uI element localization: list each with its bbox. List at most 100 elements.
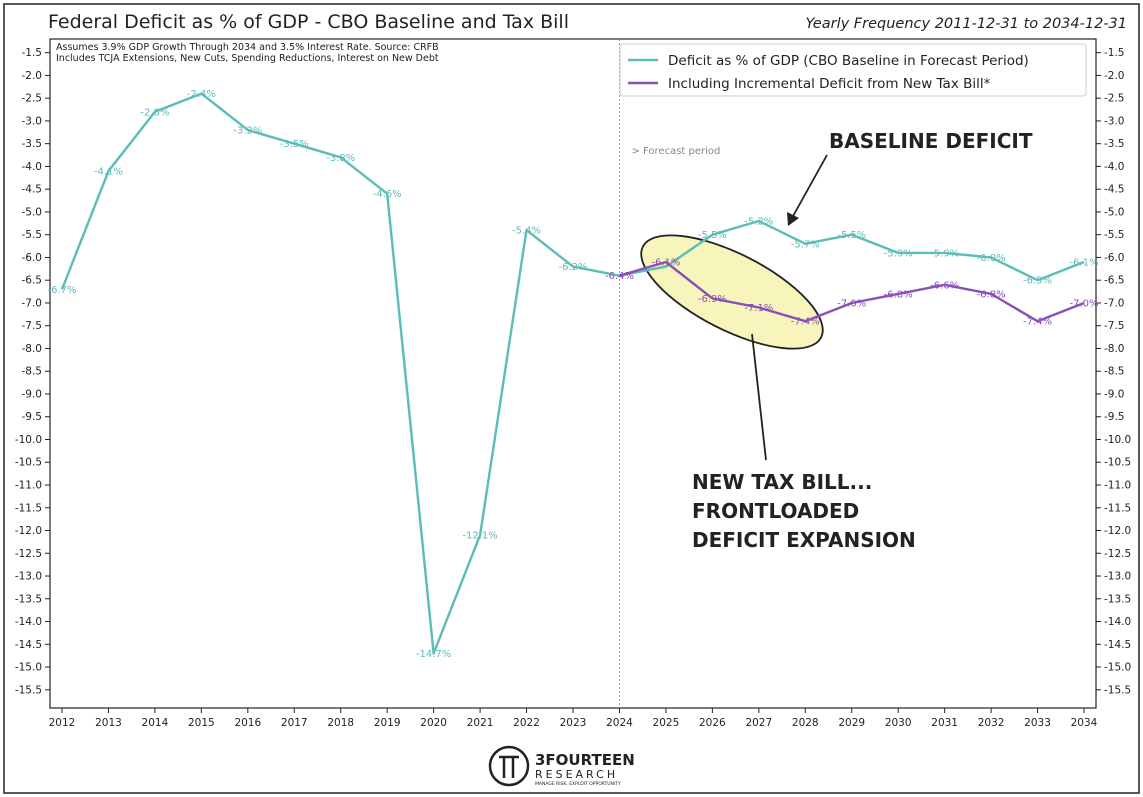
y-tick-label-right: -12.5: [1104, 548, 1131, 560]
x-tick-label: 2030: [885, 717, 912, 729]
series-line: [619, 260, 1085, 323]
x-tick-label: 2024: [606, 717, 633, 729]
y-tick-label-left: -11.5: [15, 502, 42, 514]
data-label: -5.9%: [930, 248, 959, 259]
data-label: -12.1%: [462, 531, 497, 542]
y-tick-label-left: -10.5: [15, 457, 42, 469]
y-tick-label-right: -11.0: [1104, 480, 1131, 492]
forecast-label: > Forecast period: [631, 146, 720, 157]
y-tick-label-left: -7.0: [22, 297, 43, 309]
y-tick-label-right: -13.0: [1104, 571, 1131, 583]
y-tick-label-right: -10.0: [1104, 434, 1131, 446]
y-tick-label-left: -5.0: [22, 206, 43, 218]
x-tick-label: 2026: [699, 717, 726, 729]
legend-label-tax-bill: Including Incremental Deficit from New T…: [668, 76, 991, 92]
y-tick-label-right: -14.5: [1104, 639, 1131, 651]
y-tick-label-right: -13.5: [1104, 593, 1131, 605]
data-label: -6.5%: [1023, 276, 1052, 287]
data-label: -3.5%: [280, 139, 309, 150]
data-label: -6.4%: [605, 271, 634, 282]
y-tick-label-right: -3.0: [1104, 115, 1125, 127]
y-tick-label-right: -6.5: [1104, 275, 1125, 287]
highlight-ellipse: [640, 234, 824, 350]
x-tick-label: 2018: [327, 717, 354, 729]
y-tick-label-left: -15.5: [15, 684, 42, 696]
annotation-connector-tax-bill: [751, 333, 767, 461]
y-tick-label-left: -13.5: [15, 593, 42, 605]
data-label: -6.1%: [1069, 258, 1098, 269]
annotation-tax-bill-line-2: FRONTLOADED: [692, 499, 859, 523]
data-labels-tax-bill: -6.4% -6.1% -6.9% -7.1% -7.4% -7.0% -6.8% -6.6%…: [605, 258, 1099, 328]
y-tick-label-left: -4.0: [22, 161, 43, 173]
x-tick-label: 2027: [745, 717, 772, 729]
data-label: -5.4%: [512, 226, 541, 237]
data-label: -7.4%: [791, 317, 820, 328]
data-label: -2.8%: [140, 107, 169, 118]
data-label: -6.2%: [558, 262, 587, 273]
y-tick-label-left: -5.5: [22, 229, 43, 241]
y-tick-label-left: -13.0: [15, 571, 42, 583]
x-tick-label: 2022: [513, 717, 540, 729]
y-tick-label-left: -6.0: [22, 252, 43, 264]
y-tick-label-left: -2.5: [22, 93, 43, 105]
y-tick-label-left: -14.0: [15, 616, 42, 628]
y-tick-label-left: -12.0: [15, 525, 42, 537]
y-tick-label-left: -15.0: [15, 662, 42, 674]
y-tick-label-left: -11.0: [15, 480, 42, 492]
y-tick-label-right: -15.5: [1104, 684, 1131, 696]
annotation-arrow-baseline: [791, 154, 828, 219]
data-label: -3.8%: [326, 153, 355, 164]
data-label: -4.1%: [94, 166, 123, 177]
y-tick-label-right: -12.0: [1104, 525, 1131, 537]
series-baseline: [60, 92, 1085, 655]
data-label: -6.1%: [651, 258, 680, 269]
annotation-tax-bill-line-3: DEFICIT EXPANSION: [692, 528, 916, 552]
data-label: -6.8%: [884, 289, 913, 300]
x-tick-label: 2023: [560, 717, 587, 729]
x-tick-label: 2025: [653, 717, 680, 729]
legend: Deficit as % of GDP (CBO Baseline in For…: [619, 43, 1087, 97]
y-tick-label-right: -3.5: [1104, 138, 1125, 150]
legend-label-baseline: Deficit as % of GDP (CBO Baseline in For…: [668, 53, 1029, 69]
data-label: -14.7%: [416, 649, 451, 660]
brand-tagline: MANAGE RISK. EXPLOIT OPPORTUNITY: [535, 781, 621, 787]
y-tick-label-left: -2.0: [22, 70, 43, 82]
series-line: [60, 92, 1085, 655]
data-label: -2.4%: [187, 89, 216, 100]
y-tick-label-left: -9.5: [22, 411, 43, 423]
data-label: -6.8%: [977, 289, 1006, 300]
data-label: -7.0%: [1069, 298, 1098, 309]
data-label: -5.5%: [698, 230, 727, 241]
y-tick-label-right: -1.5: [1104, 47, 1125, 59]
x-tick-label: 2021: [467, 717, 494, 729]
data-labels-baseline: -6.7% -4.1% -2.8% -2.4% -3.2% -3.5% -3.8% -4.6%…: [47, 89, 1098, 660]
data-label: -6.6%: [930, 280, 959, 291]
data-label: -6.7%: [47, 285, 76, 296]
y-tick-label-right: -7.5: [1104, 320, 1125, 332]
y-tick-label-right: -8.5: [1104, 366, 1125, 378]
y-tick-label-right: -8.0: [1104, 343, 1125, 355]
x-tick-label: 2017: [281, 717, 308, 729]
brand-name: 3FOURTEEN: [535, 751, 635, 769]
y-axis-left: -1.5 -2.0 -2.5 -3.0 -3.5 -4.0 -4.5 -5.0 -5.5 -6.0…: [15, 47, 50, 696]
data-label: -7.0%: [837, 298, 866, 309]
y-tick-label-right: -14.0: [1104, 616, 1131, 628]
data-label: -7.4%: [1023, 317, 1052, 328]
brand-logo-mark: [488, 745, 530, 787]
x-tick-label: 2019: [374, 717, 401, 729]
y-tick-label-left: -1.5: [22, 47, 43, 59]
chart-subtitle: Yearly Frequency 2011-12-31 to 2034-12-3…: [806, 16, 1127, 32]
y-tick-label-right: -7.0: [1104, 297, 1125, 309]
data-label: -5.9%: [884, 248, 913, 259]
annotation-tax-bill-line-1: NEW TAX BILL...: [692, 470, 872, 494]
annotation-baseline-deficit: BASELINE DEFICIT: [829, 129, 1033, 153]
y-tick-label-right: -5.5: [1104, 229, 1125, 241]
y-tick-label-left: -3.5: [22, 138, 43, 150]
y-tick-label-left: -10.0: [15, 434, 42, 446]
chart-note-2: Includes TCJA Extensions, New Cuts, Spen…: [56, 53, 439, 64]
y-tick-label-right: -9.0: [1104, 388, 1125, 400]
data-label: -4.6%: [373, 189, 402, 200]
brand-sub: RESEARCH: [535, 768, 618, 781]
y-tick-label-left: -3.0: [22, 115, 43, 127]
